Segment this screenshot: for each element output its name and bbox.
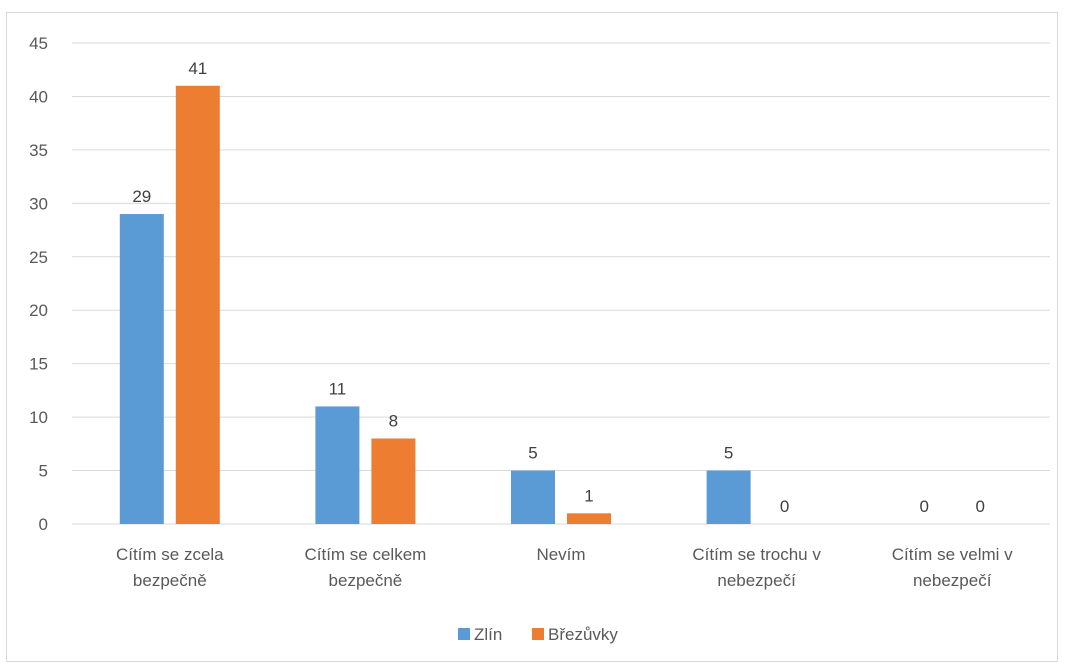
gridlines (72, 42, 1050, 525)
y-tick-label: 5 (39, 462, 48, 481)
category-label: Cítím se velmi v nebezpečí (892, 545, 1013, 590)
data-label: 8 (389, 411, 398, 430)
y-tick-label: 30 (29, 194, 48, 213)
y-tick-label: 45 (29, 34, 48, 53)
legend-swatch-zlin (458, 628, 470, 640)
y-tick-label: 25 (29, 248, 48, 267)
bar-zlin (706, 470, 751, 524)
data-label: 0 (975, 497, 984, 516)
data-label: 5 (724, 444, 733, 463)
y-tick-label: 35 (29, 141, 48, 160)
category-label: Cítím se celkem bezpečně (304, 545, 426, 590)
bar-zlin (511, 470, 555, 524)
data-label: 5 (528, 444, 537, 463)
y-tick-label: 15 (29, 355, 48, 374)
bar-brezuvky (175, 85, 220, 524)
data-label: 0 (919, 497, 928, 516)
y-tick-label: 10 (29, 408, 48, 427)
category-labels: Cítím se zcela bezpečně Cítím se celkem bez… (116, 545, 1013, 590)
bar-brezuvky (567, 513, 611, 524)
y-tick-label: 20 (29, 301, 48, 320)
legend-label: Zlín (474, 625, 502, 644)
legend-label: Březůvky (548, 625, 618, 644)
bar-zlin (119, 214, 164, 524)
data-label: 11 (329, 379, 347, 398)
data-label: 29 (132, 187, 151, 206)
legend-swatch-brezuvky (532, 628, 544, 640)
category-label: Cítím se trochu v nebezpečí (692, 545, 821, 590)
data-labels: 29 41 11 8 5 1 5 0 0 0 (132, 59, 985, 516)
bars (119, 85, 751, 524)
y-tick-label: 0 (39, 515, 48, 534)
bar-zlin (315, 406, 360, 524)
data-label: 1 (584, 486, 593, 505)
y-axis-ticks: 0 5 10 15 20 25 30 35 40 45 (29, 34, 48, 534)
legend: Zlín Březůvky (458, 625, 618, 644)
y-tick-label: 40 (29, 87, 48, 106)
category-label: Nevím (536, 545, 585, 564)
bar-brezuvky (371, 438, 416, 524)
data-label: 0 (780, 497, 789, 516)
category-label: Cítím se zcela bezpečně (116, 545, 224, 590)
data-label: 41 (188, 59, 207, 78)
